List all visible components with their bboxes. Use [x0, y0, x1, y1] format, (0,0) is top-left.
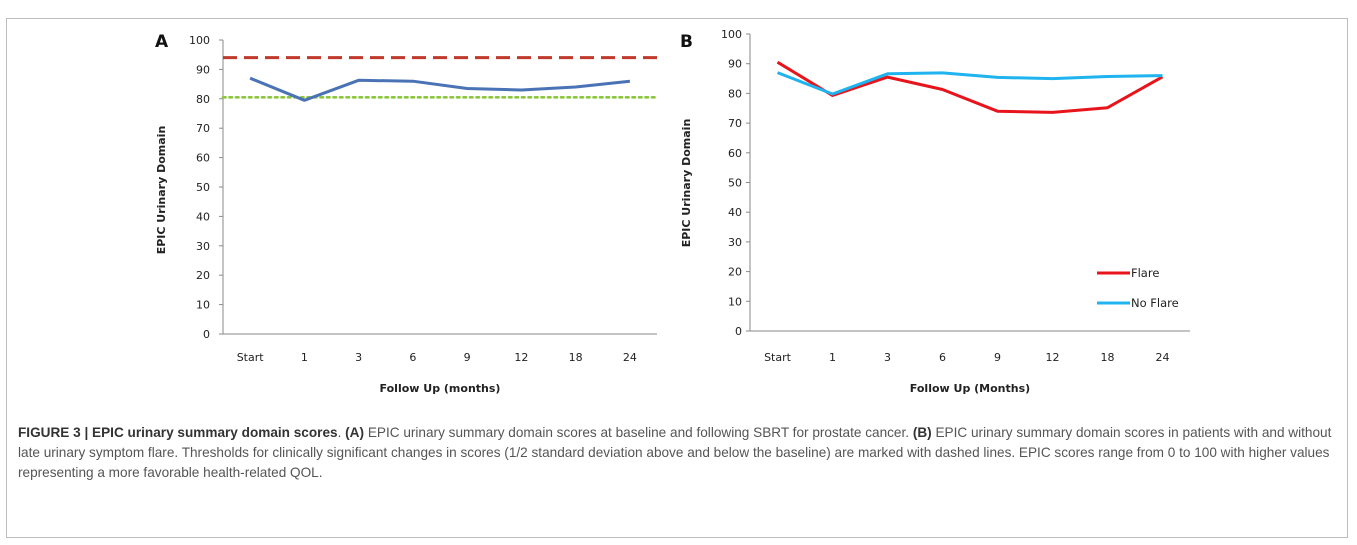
- x-tick-label-a: 18: [569, 351, 583, 364]
- x-tick-label-b: 12: [1046, 351, 1060, 364]
- caption-part-b-text: EPIC urinary summary domain scores in pa…: [18, 425, 1332, 480]
- y-tick-label-a: 10: [196, 299, 210, 312]
- figure-caption: FIGURE 3 | EPIC urinary summary domain s…: [18, 425, 1332, 480]
- y-tick-label-a: 0: [203, 328, 210, 341]
- y-tick-label-b: 70: [728, 117, 742, 130]
- figure-frame: [6, 18, 1348, 538]
- y-tick-label-a: 70: [196, 122, 210, 135]
- y-tick-label-a: 50: [196, 181, 210, 194]
- y-tick-label-a: 20: [196, 269, 210, 282]
- series-line-b-flare: [776, 60, 1164, 114]
- x-axis-title-a: Follow Up (months): [380, 382, 501, 395]
- series-line-a-0: [249, 76, 631, 102]
- y-axis-title-a: EPIC Urinary Domain: [155, 126, 168, 255]
- x-tick-label-b: 1: [829, 351, 836, 364]
- x-tick-label-a: 3: [355, 351, 362, 364]
- caption-part-a-label: (A): [345, 425, 365, 440]
- series-line-b-no-flare: [776, 71, 1163, 96]
- y-tick-label-b: 40: [728, 206, 742, 219]
- caption-part-b-label: (B): [912, 425, 932, 440]
- y-tick-label-b: 20: [728, 266, 742, 279]
- panel-label-a: A: [155, 32, 169, 52]
- x-tick-label-a: 9: [464, 351, 471, 364]
- panel-label-b: B: [680, 32, 693, 52]
- x-tick-label-b: 9: [994, 351, 1001, 364]
- y-tick-label-b: 10: [728, 295, 742, 308]
- y-tick-label-b: 100: [721, 28, 742, 41]
- caption-figure-label: FIGURE 3 | EPIC urinary summary domain s…: [18, 425, 338, 440]
- y-tick-label-b: 30: [728, 236, 742, 249]
- y-tick-label-a: 30: [196, 240, 210, 253]
- y-tick-label-b: 90: [728, 58, 742, 71]
- y-tick-label-a: 40: [196, 210, 210, 223]
- y-tick-label-b: 60: [728, 147, 742, 160]
- y-axis-title-b: EPIC Urinary Domain: [680, 119, 693, 248]
- x-axis-title-b: Follow Up (Months): [910, 382, 1030, 395]
- legend-label-no-flare: No Flare: [1131, 296, 1179, 310]
- x-tick-label-a: 6: [409, 351, 416, 364]
- caption-part-a-text: EPIC urinary summary domain scores at ba…: [367, 425, 910, 440]
- x-tick-label-a: 12: [514, 351, 528, 364]
- x-tick-label-b: 24: [1156, 351, 1170, 364]
- legend-label-flare: Flare: [1131, 266, 1159, 280]
- y-tick-label-a: 90: [196, 63, 210, 76]
- x-tick-label-b: 18: [1101, 351, 1115, 364]
- x-tick-label-b: 3: [884, 351, 891, 364]
- x-tick-label-b: Start: [764, 351, 792, 364]
- y-tick-label-a: 60: [196, 152, 210, 165]
- y-tick-label-a: 80: [196, 93, 210, 106]
- x-tick-label-b: 6: [939, 351, 946, 364]
- y-tick-label-b: 0: [735, 325, 742, 338]
- x-tick-label-a: 1: [301, 351, 308, 364]
- y-tick-label-b: 50: [728, 177, 742, 190]
- y-tick-label-b: 80: [728, 87, 742, 100]
- y-tick-label-a: 100: [189, 34, 210, 47]
- x-tick-label-a: 24: [623, 351, 637, 364]
- x-tick-label-a: Start: [237, 351, 265, 364]
